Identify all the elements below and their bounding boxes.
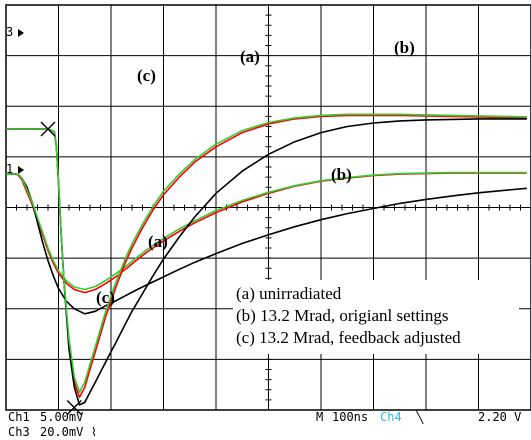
ch3-coupling-icon: ⌇ (91, 425, 97, 439)
svg-text:3: 3 (6, 25, 13, 39)
scope-readout: Ch1 5.00mV Ch3 20.0mV ⌇ M 100ns Ch4 ╲ 2.… (8, 409, 521, 439)
upper-trace-c (6, 171, 527, 291)
annotation-upper-c: (c) (137, 66, 156, 85)
legend: (a) unirradiated (b) 13.2 Mrad, origianl… (233, 280, 519, 354)
ch1-scale: 5.00mV (40, 410, 83, 424)
trigger-x-marker (66, 399, 82, 415)
trigger-source: Ch4 (380, 410, 402, 424)
svg-text:1: 1 (6, 162, 13, 176)
ch1-level-marker: 1 (6, 162, 24, 176)
trigger-x-marker (40, 121, 56, 137)
lower-trace-c (6, 113, 527, 394)
legend-background (233, 280, 519, 354)
trigger-level: 2.20 V (478, 410, 521, 424)
timebase-prefix: M (316, 410, 323, 424)
annotation-lower-a: (a) (148, 232, 168, 251)
legend-item-b: (b) 13.2 Mrad, origianl settings (236, 306, 448, 325)
trigger-slope-icon: ╲ (415, 409, 424, 424)
ch3-label: Ch3 (8, 425, 30, 439)
waveform-traces (6, 113, 527, 406)
legend-item-a: (a) unirradiated (236, 284, 342, 303)
trigger-markers (40, 121, 82, 415)
legend-item-c: (c) 13.2 Mrad, feedback adjusted (236, 328, 461, 347)
timebase-value: 100ns (332, 410, 368, 424)
ch3-scale: 20.0mV (40, 425, 83, 439)
annotation-upper-b: (b) (394, 38, 415, 57)
annotation-upper-a: (a) (240, 47, 260, 66)
annotation-lower-b: (b) (331, 165, 352, 184)
ch1-label: Ch1 (8, 410, 30, 424)
ch3-level-marker: 3 (6, 25, 24, 39)
annotation-lower-c: (c) (96, 288, 115, 307)
